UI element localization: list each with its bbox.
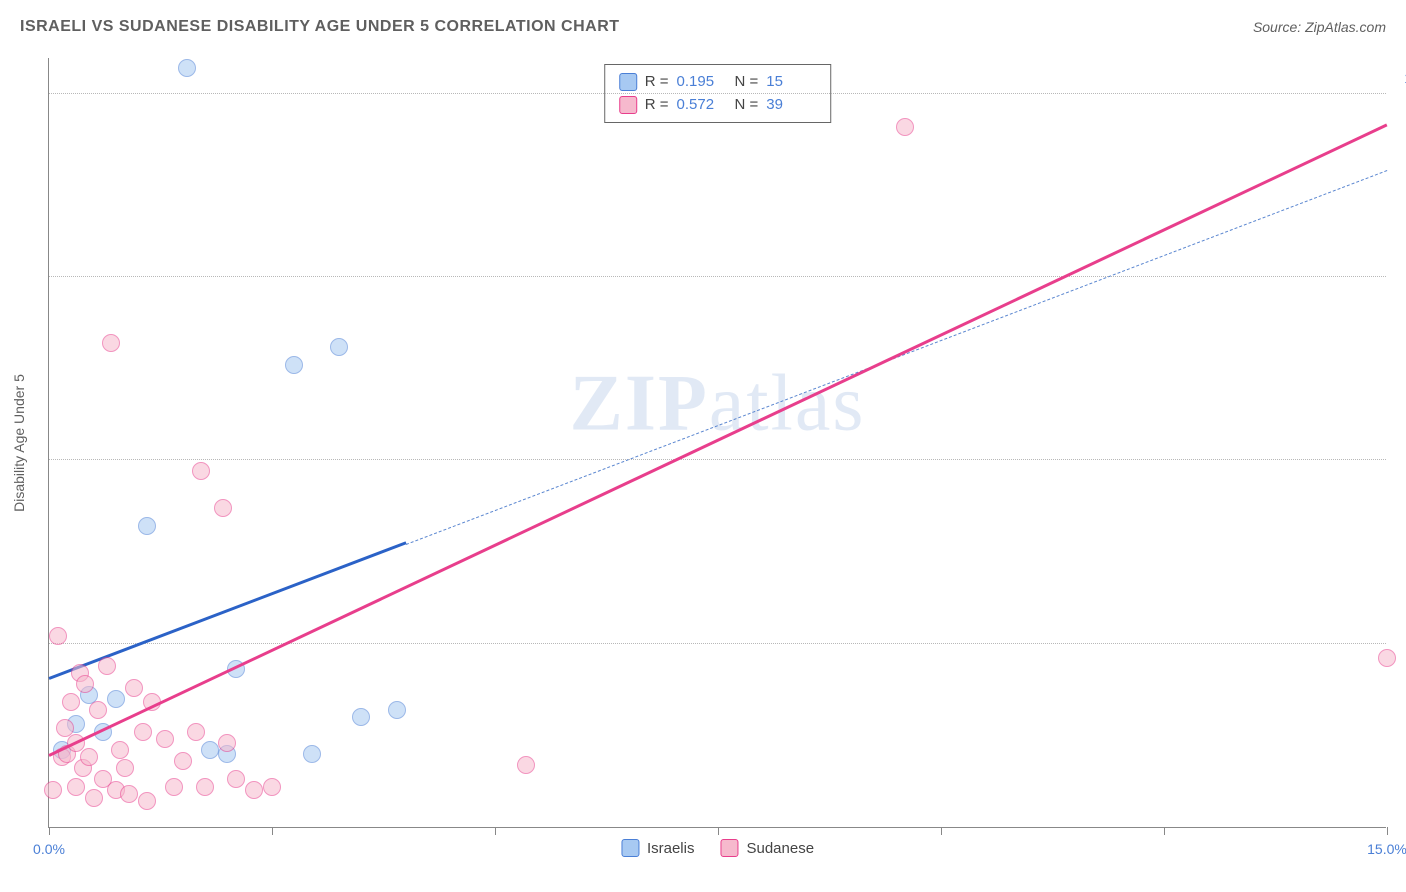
swatch-sudanese <box>619 96 637 114</box>
x-tick <box>941 827 942 835</box>
data-point <box>352 708 370 726</box>
scatter-chart: Disability Age Under 5 ZIPatlas R = 0.19… <box>48 58 1386 828</box>
data-point <box>85 789 103 807</box>
data-point <box>165 778 183 796</box>
gridline <box>49 643 1386 644</box>
data-point <box>896 118 914 136</box>
data-point <box>517 756 535 774</box>
source-prefix: Source: <box>1253 19 1305 35</box>
data-point <box>67 778 85 796</box>
legend-item-israelis: Israelis <box>621 839 695 857</box>
chart-title: ISRAELI VS SUDANESE DISABILITY AGE UNDER… <box>20 18 620 36</box>
data-point <box>174 752 192 770</box>
data-point <box>44 781 62 799</box>
r-value-sudanese: 0.572 <box>677 94 727 117</box>
data-point <box>116 759 134 777</box>
data-point <box>80 748 98 766</box>
swatch-sudanese <box>720 839 738 857</box>
data-point <box>49 627 67 645</box>
source-name: ZipAtlas.com <box>1305 19 1386 35</box>
data-point <box>138 792 156 810</box>
data-point <box>111 741 129 759</box>
data-point <box>125 679 143 697</box>
trend-line <box>48 124 1387 757</box>
data-point <box>245 781 263 799</box>
n-label: N = <box>735 94 759 117</box>
data-point <box>330 338 348 356</box>
data-point <box>196 778 214 796</box>
data-point <box>107 690 125 708</box>
x-tick <box>1387 827 1388 835</box>
swatch-israelis <box>621 839 639 857</box>
data-point <box>214 499 232 517</box>
swatch-israelis <box>619 73 637 91</box>
data-point <box>138 517 156 535</box>
data-point <box>303 745 321 763</box>
gridline <box>49 93 1386 94</box>
gridline <box>49 276 1386 277</box>
stats-row-israelis: R = 0.195 N = 15 <box>619 71 817 94</box>
x-tick <box>272 827 273 835</box>
watermark: ZIPatlas <box>570 359 866 450</box>
legend-item-sudanese: Sudanese <box>720 839 814 857</box>
r-value-israelis: 0.195 <box>677 71 727 94</box>
data-point <box>62 693 80 711</box>
data-point <box>156 730 174 748</box>
data-point <box>134 723 152 741</box>
data-point <box>120 785 138 803</box>
watermark-zip: ZIP <box>570 360 709 448</box>
source-attribution: Source: ZipAtlas.com <box>1253 19 1386 35</box>
x-tick <box>718 827 719 835</box>
x-tick <box>1164 827 1165 835</box>
data-point <box>192 462 210 480</box>
chart-header: ISRAELI VS SUDANESE DISABILITY AGE UNDER… <box>20 18 1386 36</box>
data-point <box>76 675 94 693</box>
r-label: R = <box>645 71 669 94</box>
data-point <box>263 778 281 796</box>
bottom-legend: Israelis Sudanese <box>621 839 814 857</box>
x-tick <box>495 827 496 835</box>
data-point <box>1378 649 1396 667</box>
n-value-israelis: 15 <box>766 71 816 94</box>
data-point <box>178 59 196 77</box>
data-point <box>102 334 120 352</box>
legend-label-sudanese: Sudanese <box>746 840 814 857</box>
stats-row-sudanese: R = 0.572 N = 39 <box>619 94 817 117</box>
data-point <box>218 734 236 752</box>
x-tick-label: 0.0% <box>33 841 65 857</box>
gridline <box>49 459 1386 460</box>
x-tick <box>49 827 50 835</box>
data-point <box>227 770 245 788</box>
y-axis-title: Disability Age Under 5 <box>11 374 27 512</box>
data-point <box>89 701 107 719</box>
n-label: N = <box>735 71 759 94</box>
data-point <box>187 723 205 741</box>
data-point <box>98 657 116 675</box>
data-point <box>388 701 406 719</box>
x-tick-label: 15.0% <box>1367 841 1406 857</box>
r-label: R = <box>645 94 669 117</box>
data-point <box>201 741 219 759</box>
legend-label-israelis: Israelis <box>647 840 695 857</box>
n-value-sudanese: 39 <box>766 94 816 117</box>
data-point <box>285 356 303 374</box>
